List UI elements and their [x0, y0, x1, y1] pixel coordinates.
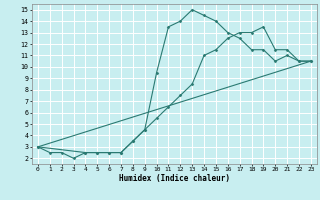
X-axis label: Humidex (Indice chaleur): Humidex (Indice chaleur)	[119, 174, 230, 183]
